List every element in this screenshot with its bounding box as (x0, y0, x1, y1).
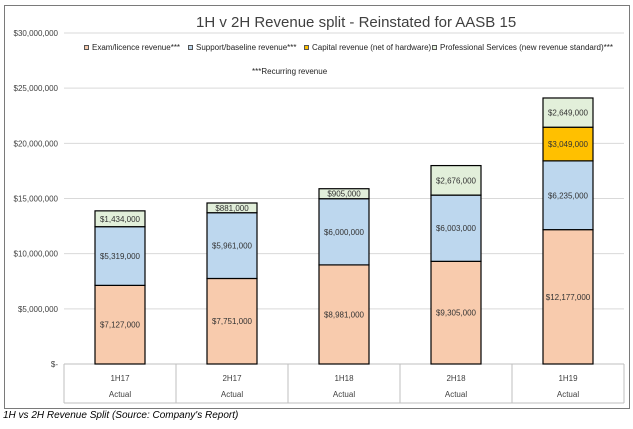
data-label: $12,177,000 (546, 293, 591, 302)
x-tick-sublabel: Actual (445, 390, 467, 399)
bar-segment (430, 260, 482, 365)
figure-caption: 1H vs 2H Revenue Split (Source: Company'… (3, 410, 239, 421)
x-tick-label: 2H17 (222, 374, 242, 383)
x-tick-label: 2H18 (446, 374, 466, 383)
data-label: $3,049,000 (548, 140, 589, 149)
x-tick-label: 1H18 (334, 374, 354, 383)
y-tick-label: $20,000,000 (14, 139, 59, 148)
legend-item-exam-licence: Exam/licence revenue*** (84, 43, 180, 52)
legend-swatch-support-baseline (188, 45, 193, 50)
x-tick-sublabel: Actual (109, 390, 131, 399)
y-tick-label: $15,000,000 (14, 195, 59, 204)
data-label: $2,676,000 (436, 176, 477, 185)
data-label: $6,000,000 (324, 228, 365, 237)
data-label: $6,003,000 (436, 224, 477, 233)
bar-segment (206, 277, 258, 365)
legend-label-capital: Capital revenue (net of hardware) (312, 43, 432, 52)
y-tick-label: $10,000,000 (14, 250, 59, 259)
data-label: $7,751,000 (212, 317, 253, 326)
legend-item-support-baseline: Support/baseline revenue*** (188, 43, 297, 52)
bar-segment (206, 202, 258, 214)
bar-segment (318, 264, 370, 365)
legend-item-professional-services: Professional Services (new revenue stand… (432, 43, 613, 52)
bar-segment (542, 97, 594, 128)
data-label: $7,127,000 (100, 321, 141, 330)
bar-segment (318, 198, 370, 266)
data-label: $9,305,000 (436, 309, 477, 318)
legend-label-support-baseline: Support/baseline revenue*** (196, 43, 297, 52)
bar-segment (94, 284, 146, 365)
data-label: $8,981,000 (324, 310, 365, 319)
y-tick-label: $25,000,000 (14, 84, 59, 93)
y-tick-label: $5,000,000 (18, 305, 59, 314)
legend-swatch-exam-licence (84, 45, 89, 50)
bar-segment (430, 164, 482, 196)
x-tick-label: 1H19 (558, 374, 578, 383)
chart-area: $- $5,000,000 $10,000,000 $15,000,000 $20,00… (14, 29, 625, 404)
legend-label-professional-services: Professional Services (new revenue stand… (440, 43, 613, 52)
chart-title: 1H v 2H Revenue split - Reinstated for A… (196, 14, 517, 31)
x-tick-sublabel: Actual (557, 390, 579, 399)
bar-segment (542, 229, 594, 365)
data-label: $1,434,000 (100, 215, 141, 224)
data-label: $6,235,000 (548, 191, 589, 200)
x-tick-sublabel: Actual (333, 390, 355, 399)
x-tick-label: 1H17 (110, 374, 130, 383)
x-tick-sublabel: Actual (221, 390, 243, 399)
legend-swatch-capital (304, 45, 309, 50)
bar-segment (542, 160, 594, 231)
data-label: $2,649,000 (548, 109, 589, 118)
bar-segment (430, 194, 482, 262)
bar-segment (542, 126, 594, 162)
data-label: $905,000 (327, 190, 361, 199)
legend-item-capital: Capital revenue (net of hardware) (304, 43, 431, 52)
y-tick-label: $30,000,000 (14, 29, 59, 38)
bar-segment (94, 226, 146, 286)
legend-label-exam-licence: Exam/licence revenue*** (92, 43, 181, 52)
data-label: $5,319,000 (100, 252, 141, 261)
legend-note: ***Recurring revenue (252, 67, 328, 76)
bar-segment (318, 188, 370, 200)
legend-swatch-professional-services (432, 45, 437, 50)
data-label: $881,000 (215, 204, 249, 213)
y-tick-label: $- (51, 360, 58, 369)
bar-segment (94, 210, 146, 228)
data-label: $5,961,000 (212, 242, 253, 251)
bar-segment (206, 212, 258, 280)
